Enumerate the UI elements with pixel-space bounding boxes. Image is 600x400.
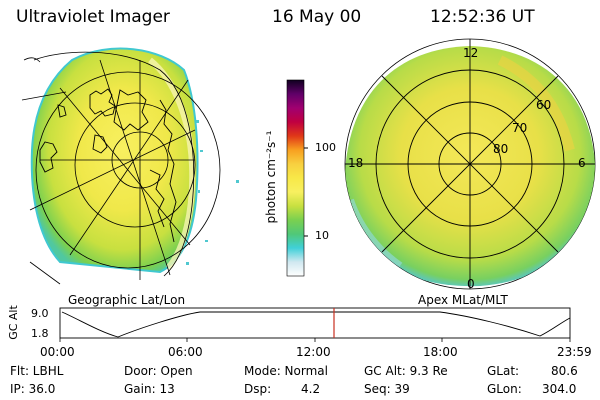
date-label: 16 May 00 [272, 7, 362, 27]
status-glon-value: 304.0 [542, 382, 577, 396]
timeline-axis-label: GC Alt [6, 305, 20, 340]
status-gain: Gain: 13 [124, 382, 175, 396]
time-label: 12:52:36 UT [430, 7, 535, 27]
status-glon-label: GLon: [487, 382, 522, 396]
status-glat-label: GLat: [487, 364, 520, 378]
colorbar-tick-100: 100 [315, 141, 336, 154]
right-panel-caption: Apex MLat/MLT [418, 293, 508, 307]
status-filter: Flt: LBHL [10, 364, 64, 378]
lat-label-70: 70 [512, 121, 528, 135]
mlt-label-bottom: 0 [467, 277, 475, 291]
status-door: Door: Open [124, 364, 193, 378]
colorbar-unit-label: photon cm⁻²s⁻¹ [264, 130, 278, 224]
lat-label-80: 80 [493, 142, 509, 156]
left-panel-caption: Geographic Lat/Lon [68, 293, 186, 307]
polar-image [344, 38, 596, 290]
lat-label-60: 60 [536, 98, 552, 112]
status-gc-alt: GC Alt: 9.3 Re [364, 364, 448, 378]
timeline-xtick-1: 06:00 [168, 345, 203, 359]
timeline-xtick-0: 00:00 [40, 345, 75, 359]
status-mode: Mode: Normal [244, 364, 328, 378]
status-seq: Seq: 39 [364, 382, 410, 396]
instrument-title: Ultraviolet Imager [16, 7, 170, 27]
mlt-label-top: 12 [463, 46, 479, 60]
mlt-label-right: 6 [578, 156, 586, 170]
colorbar [286, 79, 308, 277]
timeline-ytick-high: 9.0 [31, 307, 49, 320]
gc-alt-timeline [59, 307, 571, 342]
status-glat-value: 80.6 [551, 364, 578, 378]
timeline-xtick-2: 12:00 [296, 345, 331, 359]
timeline-xtick-4: 23:59 [557, 345, 592, 359]
status-dsp-value: 4.2 [301, 382, 321, 396]
status-dsp-label: Dsp: [244, 382, 272, 396]
geographic-image [21, 47, 239, 285]
status-ip: IP: 36.0 [10, 382, 56, 396]
timeline-xtick-3: 18:00 [423, 345, 458, 359]
timeline-ytick-low: 1.8 [31, 327, 49, 340]
mlt-label-left: 18 [348, 156, 364, 170]
colorbar-tick-10: 10 [315, 229, 329, 242]
